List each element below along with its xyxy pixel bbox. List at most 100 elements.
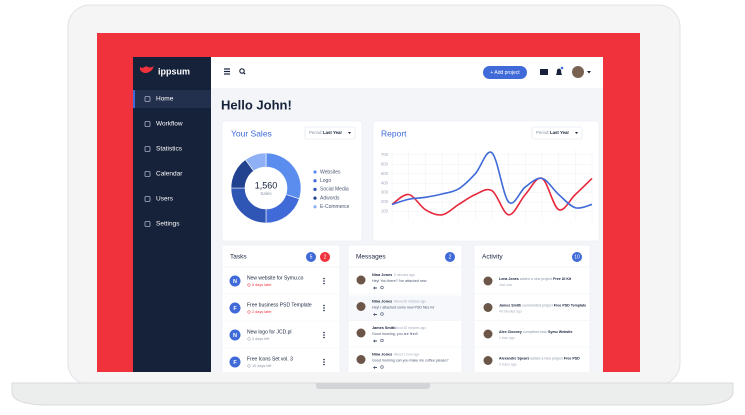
activity-time: 1 hour ago xyxy=(499,336,515,340)
period-value: Last Year xyxy=(550,130,569,135)
brand-name: ippsum xyxy=(158,66,190,76)
settings-icon xyxy=(380,312,384,316)
laptop-notch xyxy=(316,383,430,389)
nav-item[interactable]: Statistics xyxy=(156,146,183,153)
task-avatar xyxy=(229,356,241,368)
activity-time: Just now xyxy=(499,283,513,287)
legend-label: Logo xyxy=(320,178,331,184)
badge-count: 2 xyxy=(324,255,327,261)
task-title: New website for Symu.co xyxy=(247,275,304,281)
activity-avatar xyxy=(483,329,493,339)
badge-count: 2 xyxy=(449,255,452,261)
donut-center-label: Sales xyxy=(260,191,272,196)
card-title: Activity xyxy=(482,254,503,261)
message-time: About 30 minutes ago xyxy=(394,326,426,330)
nav-item[interactable]: Calendar xyxy=(156,171,183,178)
period-select[interactable] xyxy=(304,126,356,140)
y-tick-label: 100 xyxy=(381,209,389,214)
card xyxy=(473,244,591,372)
row-highlight xyxy=(348,295,462,321)
legend-label: Social Media xyxy=(320,187,349,193)
message-time: 5 minutes ago xyxy=(394,273,415,277)
message-avatar xyxy=(356,302,366,311)
mail-icon[interactable] xyxy=(540,69,548,75)
task-initial: N xyxy=(233,279,237,285)
nav-item[interactable]: Settings xyxy=(156,221,180,228)
card-title: Your Sales xyxy=(231,128,272,138)
message-avatar xyxy=(356,328,366,338)
nav-item[interactable]: Users xyxy=(156,196,174,203)
y-tick-label: 200 xyxy=(381,199,389,204)
settings-icon xyxy=(380,285,384,290)
nav-icon xyxy=(144,221,151,227)
bell-icon[interactable] xyxy=(556,68,562,76)
activity-action: added a new project xyxy=(520,277,552,281)
badge xyxy=(572,252,582,262)
task-avatar xyxy=(229,302,241,314)
add-project-button[interactable] xyxy=(483,66,527,79)
donut-center-value: 1,560 xyxy=(255,180,278,190)
period-select[interactable] xyxy=(531,126,583,140)
activity-user: Alexandre Spears xyxy=(499,356,529,360)
kebab-icon xyxy=(323,277,325,280)
task-meta: 2 days later xyxy=(252,310,272,314)
nav-icon xyxy=(144,146,151,152)
activity-target: Free UI Kit xyxy=(553,277,572,281)
activity-user: Lena Jones xyxy=(499,277,519,281)
kebab-icon xyxy=(323,304,325,307)
kebab-icon xyxy=(323,282,325,285)
badge-count: 5 xyxy=(310,255,313,261)
legend-dot xyxy=(313,187,317,191)
task-meta: 10 days left xyxy=(252,364,272,368)
task-title: Free business PSD Template xyxy=(247,302,312,308)
laptop-base xyxy=(11,382,734,406)
legend-label: E-Commerce xyxy=(320,204,350,210)
message-time: About 1 hour ago xyxy=(394,352,419,356)
nav-item[interactable]: Home xyxy=(156,96,174,103)
activity-avatar xyxy=(483,303,493,312)
card xyxy=(221,244,341,372)
period-value: Last Year xyxy=(323,130,342,135)
card xyxy=(372,120,600,242)
task-meta: 3 days left xyxy=(252,337,270,341)
task-avatar xyxy=(229,329,241,341)
message-text: Hey! You there? I've attached new xyxy=(372,279,427,283)
activity-target: Free PSD Template xyxy=(554,303,587,307)
card-title: Messages xyxy=(356,254,386,261)
badge-count: 10 xyxy=(574,255,580,261)
y-tick-label: 300 xyxy=(381,190,389,195)
dashboard-app: ippsum Home Workflow Statistics Calendar User… xyxy=(133,57,603,372)
y-tick-label: 500 xyxy=(381,171,389,176)
search-icon xyxy=(239,68,245,74)
legend-label: Adwords xyxy=(320,195,340,201)
y-tick-label: 600 xyxy=(381,161,389,166)
message-text: Good morning, you are fired! xyxy=(372,332,418,336)
activity-target: Free PSD xyxy=(564,356,580,360)
notification-dot xyxy=(560,66,564,70)
task-initial: N xyxy=(233,333,237,339)
badge xyxy=(320,252,330,262)
legend-dot xyxy=(313,170,317,174)
nav-item[interactable]: Workflow xyxy=(156,121,183,128)
activity-text: Alexandre Spears added a new project Fre… xyxy=(499,356,580,360)
line-series xyxy=(391,151,593,209)
period-label: Period: xyxy=(536,130,550,135)
caret xyxy=(348,132,351,134)
search-icon xyxy=(243,72,246,75)
card-title: Report xyxy=(381,128,407,138)
kebab-icon xyxy=(323,331,325,334)
activity-user: Alex Clooney xyxy=(499,330,522,334)
nav-icon xyxy=(144,121,151,127)
add-project-label: + Add project xyxy=(490,70,520,76)
caret xyxy=(575,132,578,134)
card-title: Tasks xyxy=(230,254,247,261)
user-avatar[interactable] xyxy=(572,66,584,78)
kebab-icon xyxy=(323,363,325,366)
line-series xyxy=(391,177,593,216)
clock-icon xyxy=(247,364,251,368)
badge xyxy=(306,252,316,262)
activity-time: 40 minutes ago xyxy=(499,309,522,313)
settings-icon xyxy=(380,338,384,343)
